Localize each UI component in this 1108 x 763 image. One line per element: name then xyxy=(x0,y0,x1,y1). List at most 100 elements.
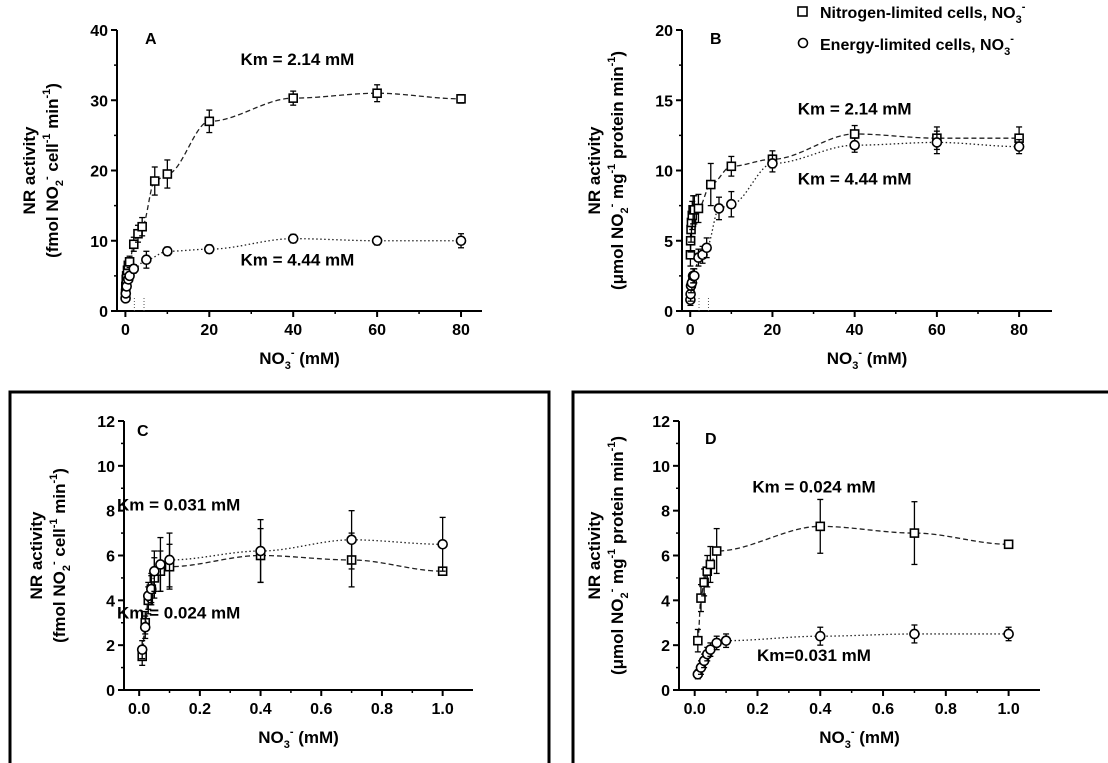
x-tick-label: 80 xyxy=(452,322,470,339)
y-tick-label: 12 xyxy=(652,414,670,431)
km-annotation: Km = 2.14 mM xyxy=(240,50,354,69)
panel-label: A xyxy=(145,31,157,48)
y-tick-label: 20 xyxy=(90,164,108,181)
data-point-circle xyxy=(136,644,148,655)
energy-limited-fit-curve xyxy=(141,539,443,651)
x-tick-label: 0.6 xyxy=(310,701,332,718)
x-tick-label: 0.8 xyxy=(935,701,957,718)
legend-circle-marker xyxy=(797,37,809,49)
y-tick-label: 5 xyxy=(664,234,673,251)
x-tick-label: 40 xyxy=(284,322,302,339)
data-point-circle xyxy=(141,254,152,266)
x-tick-label: 0 xyxy=(686,322,695,339)
data-point-square xyxy=(456,94,466,104)
data-point-circle xyxy=(689,270,700,282)
y-tick-label: 15 xyxy=(655,93,673,110)
data-point-circle xyxy=(162,245,173,257)
y-axis-label-line2: (μmol NO2- mg-1 protein min-1) xyxy=(606,436,631,675)
data-point-circle xyxy=(931,137,943,148)
data-point-circle xyxy=(371,235,383,247)
legend-label-energy: Energy-limited cells, NO3- xyxy=(820,33,1014,58)
x-axis-label: NO3- (mM) xyxy=(827,347,908,372)
data-point-square xyxy=(204,116,215,127)
data-point-square xyxy=(705,179,716,190)
x-tick-label: 1.0 xyxy=(432,701,454,718)
x-tick-label: 0.8 xyxy=(371,701,393,718)
x-tick-label: 80 xyxy=(1010,322,1028,339)
x-tick-label: 0.2 xyxy=(189,701,211,718)
panel-label: C xyxy=(137,423,149,440)
y-tick-label: 10 xyxy=(655,164,673,181)
data-point-square xyxy=(149,176,160,186)
y-axis-label-line2: (fmol NO2- cell-1 min-1) xyxy=(48,468,73,643)
x-tick-label: 60 xyxy=(928,322,946,339)
energy-limited-series xyxy=(692,624,1014,680)
panel-d: 0 2 4 6 8 10 12 0.0 0.2 0.4 0.6 0.8 1.0 NO3- (mM) NR a… xyxy=(585,414,1040,751)
panel-a: 0 10 20 30 40 0 20 40 60 80 NO3- (mM) NR activity(f… xyxy=(20,23,482,372)
km-annotation: Km=0.031 mM xyxy=(757,646,871,665)
data-point-square xyxy=(705,559,716,570)
data-point-circle xyxy=(711,637,722,649)
data-point-circle xyxy=(814,630,826,642)
y-axis-label-line1: NR activity xyxy=(585,126,604,214)
panel-label: B xyxy=(710,31,722,48)
data-point-square xyxy=(162,169,173,179)
legend-label-nitrogen: Nitrogen-limited cells, NO3- xyxy=(820,1,1026,26)
data-point-square xyxy=(909,528,920,538)
data-point-circle xyxy=(1003,628,1014,640)
data-point-square xyxy=(849,129,860,139)
data-point-square xyxy=(693,635,703,646)
km-annotation: Km = 4.44 mM xyxy=(798,170,912,189)
data-point-circle xyxy=(726,198,737,210)
data-point-square xyxy=(128,239,139,250)
y-tick-label: 8 xyxy=(106,504,115,521)
y-tick-label: 4 xyxy=(661,593,670,610)
y-tick-label: 20 xyxy=(655,23,673,40)
km-annotation: Km = 0.031 mM xyxy=(117,496,240,515)
nitrogen-limited-series xyxy=(693,498,1014,653)
y-tick-label: 0 xyxy=(106,683,115,700)
x-tick-label: 20 xyxy=(764,322,782,339)
data-point-square xyxy=(711,546,722,556)
data-point-circle xyxy=(128,263,140,275)
y-tick-label: 6 xyxy=(106,549,115,566)
legend-square-marker xyxy=(797,6,808,17)
x-tick-label: 0.0 xyxy=(128,701,150,718)
y-tick-label: 6 xyxy=(661,549,670,566)
panel-label: D xyxy=(705,431,717,448)
data-point-circle xyxy=(437,538,448,550)
y-tick-label: 2 xyxy=(661,638,670,655)
panel-b: 0 5 10 15 20 0 20 40 60 80 NO3- (mM) NR activity(μm… xyxy=(585,23,1052,372)
y-tick-label: 0 xyxy=(661,683,670,700)
km-annotation: Km = 2.14 mM xyxy=(798,99,912,118)
data-point-circle xyxy=(849,139,860,151)
data-point-circle xyxy=(455,235,467,247)
data-point-square xyxy=(1003,539,1014,550)
data-point-circle xyxy=(346,534,357,546)
data-point-square xyxy=(137,221,147,232)
data-point-square xyxy=(288,93,299,103)
y-tick-label: 10 xyxy=(652,459,670,476)
y-axis-label-line1: NR activity xyxy=(27,511,46,599)
y-tick-label: 8 xyxy=(661,504,670,521)
x-tick-label: 1.0 xyxy=(997,701,1019,718)
km-annotation: Km = 4.44 mM xyxy=(240,250,354,269)
y-tick-label: 12 xyxy=(97,414,115,431)
x-axis-label: NO3- (mM) xyxy=(258,726,339,751)
nitrogen-limited-fit-curve xyxy=(697,525,1009,642)
x-tick-label: 0.4 xyxy=(249,701,271,718)
y-tick-label: 40 xyxy=(90,23,108,40)
x-tick-label: 20 xyxy=(200,322,218,339)
y-tick-label: 10 xyxy=(90,234,108,251)
data-point-circle xyxy=(1013,141,1025,152)
legend: Nitrogen-limited cells, NO3- Energy-limi… xyxy=(797,1,1026,58)
data-point-square xyxy=(726,161,737,172)
km-annotation: Km = 0.024 mM xyxy=(117,603,240,622)
y-tick-label: 4 xyxy=(106,593,115,610)
x-tick-label: 0.0 xyxy=(684,701,706,718)
x-axis-label: NO3- (mM) xyxy=(819,726,900,751)
data-point-circle xyxy=(767,158,778,169)
x-axis-label: NO3- (mM) xyxy=(259,347,340,372)
data-point-circle xyxy=(713,203,725,214)
